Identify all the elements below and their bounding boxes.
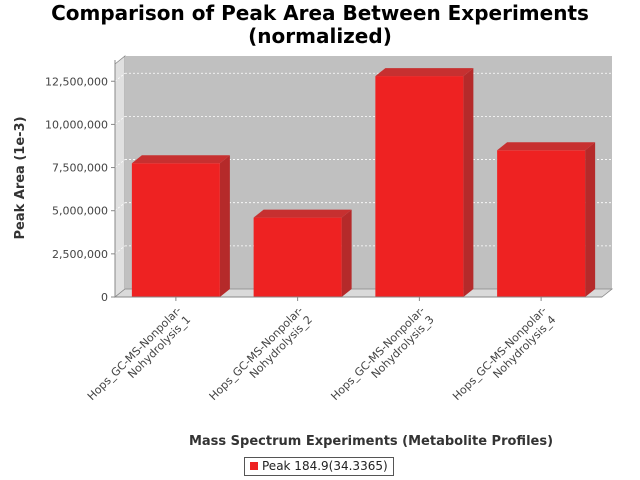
x-tick-label-line: Hops_GC-MS-Nonpolar- [450,304,549,403]
x-tick-label: Hops_GC-MS-Nonpolar-Nohydrolysis_1 [85,304,193,412]
plot-side-wall [114,55,126,298]
x-tick-label: Hops_GC-MS-Nonpolar-Nohydrolysis_4 [450,304,558,412]
x-axis: Hops_GC-MS-Nonpolar-Nohydrolysis_1 Hops_G… [85,296,602,412]
y-tick-label: 7,500,000 [52,162,108,175]
bar [375,68,474,297]
y-tick-label: 12,500,000 [45,75,108,88]
bar-front [375,76,464,297]
bar-front [497,150,586,297]
bar-front [253,217,342,297]
bar-side [585,142,596,297]
bar-top [253,209,352,218]
y-tick-label: 0 [101,291,108,304]
x-tick-label: Hops_GC-MS-Nonpolar-Nohydrolysis_3 [328,304,436,412]
x-axis-title: Mass Spectrum Experiments (Metabolite Pr… [189,434,553,449]
bar-top [375,68,474,77]
bar-front [131,163,220,297]
y-tick-label: 2,500,000 [52,248,108,261]
chart-title-line-2: (normalized) [248,24,392,48]
x-tick-label-line: Hops_GC-MS-Nonpolar- [328,304,427,403]
y-axis-title: Peak Area (1e-3) [13,116,28,239]
legend-label: Peak 184.9(34.3365) [262,459,388,473]
legend: Peak 184.9(34.3365) [244,457,394,476]
y-axis: 0 2,500,000 5,000,000 7,500,000 10,000,000 12… [45,60,116,304]
chart-title-line-1: Comparison of Peak Area Between Experime… [51,1,589,25]
y-tick-label: 5,000,000 [52,205,108,218]
x-tick-label: Hops_GC-MS-Nonpolar-Nohydrolysis_2 [207,304,315,412]
bar-top [131,155,230,164]
bar [131,155,230,297]
bar-side [219,155,230,297]
bar-top [497,142,596,151]
y-tick-label: 10,000,000 [45,118,108,131]
bar [497,142,596,297]
bars [131,68,596,297]
x-tick-label-line: Hops_GC-MS-Nonpolar- [207,304,306,403]
bar [253,209,352,297]
bar-side [341,209,352,297]
x-tick-label-line: Hops_GC-MS-Nonpolar- [85,304,184,403]
chart-title: Comparison of Peak Area Between Experime… [0,2,640,48]
bar-side [463,68,474,297]
legend-swatch [250,462,258,470]
